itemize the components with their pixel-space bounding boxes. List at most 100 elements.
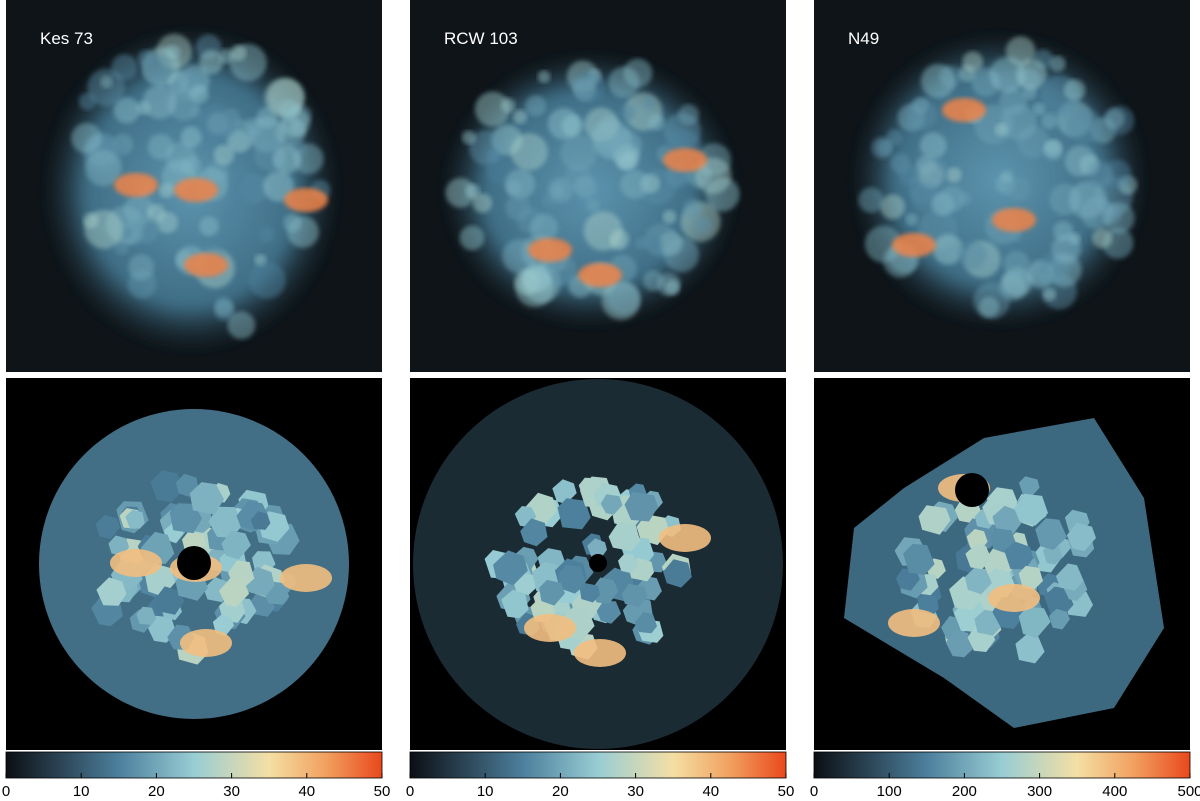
texture (1039, 272, 1052, 285)
texture (978, 296, 1000, 318)
texture (113, 97, 140, 124)
texture (648, 114, 665, 131)
texture (472, 193, 493, 213)
texture (662, 210, 677, 224)
bright-bins (888, 609, 940, 637)
hot-spot (184, 253, 228, 277)
bin (493, 550, 528, 586)
texture (1104, 108, 1125, 130)
bin (587, 538, 607, 558)
texture (512, 109, 528, 124)
texture (272, 145, 302, 174)
texture (486, 149, 499, 162)
texture (551, 184, 565, 198)
texture (898, 164, 920, 186)
texture (78, 92, 96, 111)
hot-spot (663, 148, 707, 172)
bin (917, 594, 939, 615)
binned-map (814, 378, 1190, 750)
texture (586, 198, 600, 213)
texture (1080, 196, 1114, 230)
bin (1014, 493, 1048, 526)
bin (1044, 586, 1074, 616)
texture (1043, 288, 1057, 302)
texture (648, 237, 663, 252)
texture (258, 226, 276, 243)
texture (664, 237, 700, 273)
texture (962, 51, 984, 73)
hot-spot (992, 208, 1036, 232)
texture (263, 170, 295, 202)
bin (501, 589, 529, 619)
texture (635, 237, 648, 250)
bin (1055, 563, 1084, 591)
texture (459, 225, 485, 251)
bin (95, 514, 121, 540)
texture (1006, 176, 1031, 201)
bin (1018, 606, 1051, 638)
texture (461, 130, 476, 145)
panel-title: RCW 103 (444, 29, 518, 48)
bin (1004, 541, 1034, 570)
bright-bins (524, 614, 576, 642)
panel-title: Kes 73 (40, 29, 93, 48)
texture (939, 185, 966, 211)
texture (1043, 140, 1063, 161)
bin (108, 535, 130, 556)
texture (547, 107, 580, 140)
texture (156, 211, 178, 234)
colorbar-tick-label: 500 (1177, 783, 1200, 800)
texture (989, 56, 1026, 93)
texture (664, 279, 680, 295)
bright-bins (574, 639, 626, 667)
bin (1066, 522, 1096, 552)
texture (919, 132, 947, 160)
bin (903, 543, 935, 575)
texture (1003, 250, 1030, 277)
bright-bins (280, 564, 332, 592)
bin (1049, 608, 1070, 630)
texture (1041, 112, 1058, 130)
bin (596, 600, 622, 624)
texture (529, 213, 558, 242)
texture (199, 50, 224, 75)
texture (858, 187, 884, 213)
bin (154, 586, 185, 615)
hot-spot (942, 98, 986, 122)
texture (248, 261, 286, 299)
bin (219, 577, 250, 608)
texture (84, 209, 124, 249)
texture (227, 311, 256, 340)
texture (510, 133, 548, 171)
bin (621, 583, 648, 608)
texture (199, 216, 219, 237)
texture (683, 198, 702, 218)
texture (142, 84, 177, 119)
texture (445, 177, 476, 208)
colorbar-tick-label: 30 (223, 783, 240, 800)
texture (1086, 160, 1114, 188)
texture (1051, 234, 1081, 264)
colorbar-tick-label: 30 (627, 783, 644, 800)
colorbar (5, 751, 383, 779)
colorbar-tick-label: 0 (406, 783, 414, 800)
texture (505, 195, 531, 221)
colorbar-tick-label: 20 (552, 783, 569, 800)
colorbar-tick-label: 20 (148, 783, 165, 800)
texture (620, 169, 650, 200)
bin (552, 479, 577, 504)
hot-spot (174, 178, 218, 202)
texture (256, 106, 279, 129)
bin (1015, 634, 1045, 664)
texture (932, 234, 964, 265)
hot-spot (578, 263, 622, 287)
texture (920, 63, 956, 99)
bin (579, 583, 600, 603)
bin (1018, 565, 1043, 590)
colorbar-tick-label: 0 (2, 783, 10, 800)
binned-map (6, 378, 382, 750)
hot-spot (528, 238, 572, 262)
bin (966, 529, 988, 550)
texture (537, 70, 551, 84)
bin (212, 614, 234, 636)
